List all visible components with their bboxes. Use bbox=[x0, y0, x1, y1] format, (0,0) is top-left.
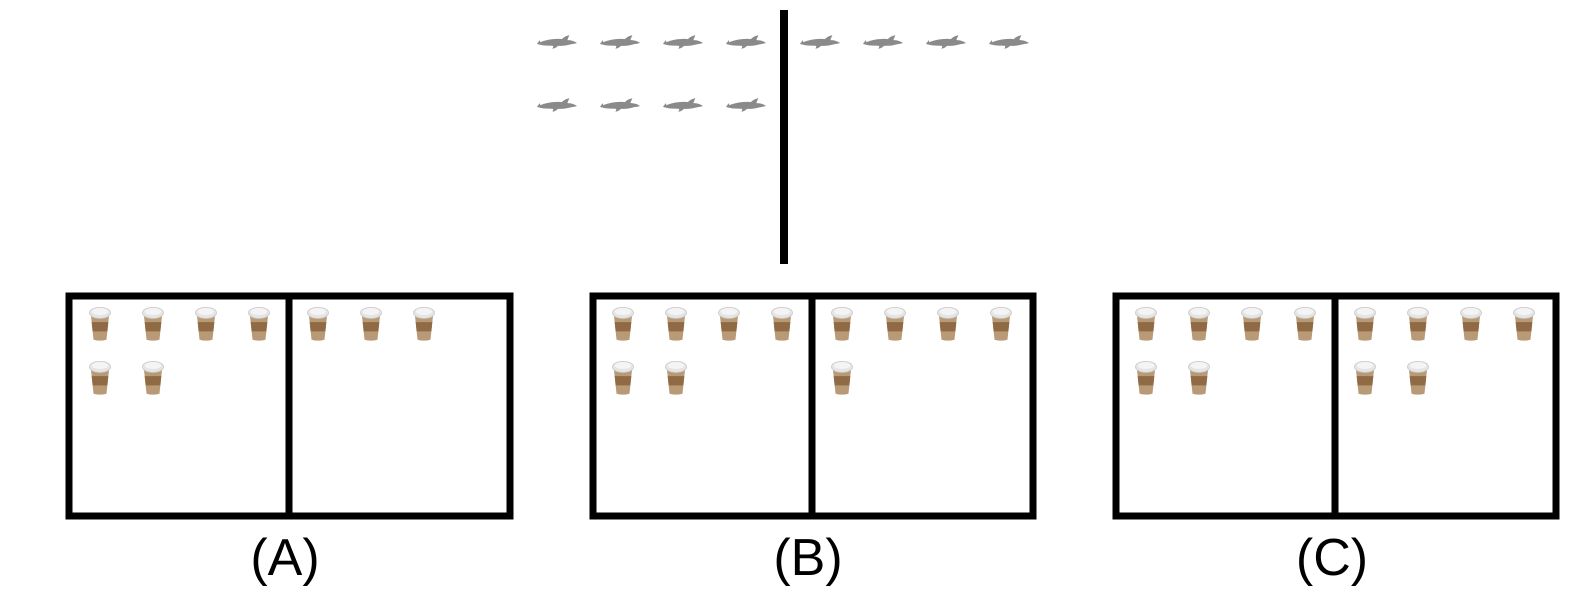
coffee-cup-icon bbox=[830, 306, 854, 342]
coffee-cup-icon bbox=[1353, 360, 1377, 396]
coffee-cup-icon bbox=[306, 306, 330, 342]
coffee-cup-icon bbox=[1459, 306, 1483, 342]
coffee-cup-icon bbox=[194, 306, 218, 342]
coffee-cup-icon bbox=[141, 306, 165, 342]
coffee-cup-icon bbox=[1512, 306, 1536, 342]
coffee-cup-icon bbox=[717, 306, 741, 342]
dolphin-icon bbox=[536, 98, 578, 112]
dolphin-icon bbox=[862, 35, 904, 49]
dolphin-icon bbox=[599, 98, 641, 112]
coffee-cup-icon bbox=[883, 306, 907, 342]
coffee-cup-icon bbox=[412, 306, 436, 342]
coffee-cup-icon bbox=[88, 360, 112, 396]
option-b[interactable]: (B) bbox=[589, 292, 1037, 587]
coffee-cup-icon bbox=[611, 306, 635, 342]
coffee-cup-icon bbox=[611, 360, 635, 396]
coffee-cup-icon bbox=[1406, 360, 1430, 396]
coffee-cup-icon bbox=[664, 306, 688, 342]
option-c-right-items bbox=[1353, 306, 1536, 396]
option-a-right-items bbox=[306, 306, 436, 342]
option-c-left-items bbox=[1134, 306, 1317, 396]
option-c-label: (C) bbox=[1296, 529, 1368, 587]
option-a-label: (A) bbox=[250, 529, 319, 587]
coffee-cup-icon bbox=[359, 306, 383, 342]
dolphin-icon bbox=[925, 35, 967, 49]
dolphin-icon bbox=[725, 35, 767, 49]
option-a[interactable]: (A) bbox=[65, 292, 514, 587]
option-a-left-items bbox=[88, 306, 271, 396]
reference-left-items bbox=[536, 35, 767, 112]
reference-right-items bbox=[799, 35, 1030, 49]
dolphin-icon bbox=[536, 35, 578, 49]
coffee-cup-icon bbox=[1187, 306, 1211, 342]
coffee-cup-icon bbox=[1293, 306, 1317, 342]
option-c[interactable]: (C) bbox=[1112, 292, 1560, 587]
dolphin-icon bbox=[662, 35, 704, 49]
coffee-cup-icon bbox=[1406, 306, 1430, 342]
option-b-label: (B) bbox=[773, 529, 842, 587]
option-b-left-items bbox=[611, 306, 794, 396]
coffee-cup-icon bbox=[1187, 360, 1211, 396]
dolphin-icon bbox=[662, 98, 704, 112]
coffee-cup-icon bbox=[247, 306, 271, 342]
coffee-cup-icon bbox=[1134, 306, 1158, 342]
coffee-cup-icon bbox=[1353, 306, 1377, 342]
coffee-cup-icon bbox=[830, 360, 854, 396]
option-b-right-items bbox=[830, 306, 1013, 396]
coffee-cup-icon bbox=[989, 306, 1013, 342]
dolphin-icon bbox=[599, 35, 641, 49]
coffee-cup-icon bbox=[1240, 306, 1264, 342]
coffee-cup-icon bbox=[141, 360, 165, 396]
dolphin-icon bbox=[799, 35, 841, 49]
coffee-cup-icon bbox=[936, 306, 960, 342]
coffee-cup-icon bbox=[88, 306, 112, 342]
reference-group bbox=[536, 10, 1030, 264]
coffee-cup-icon bbox=[770, 306, 794, 342]
coffee-cup-icon bbox=[1134, 360, 1158, 396]
dolphin-icon bbox=[988, 35, 1030, 49]
coffee-cup-icon bbox=[664, 360, 688, 396]
dolphin-icon bbox=[725, 98, 767, 112]
